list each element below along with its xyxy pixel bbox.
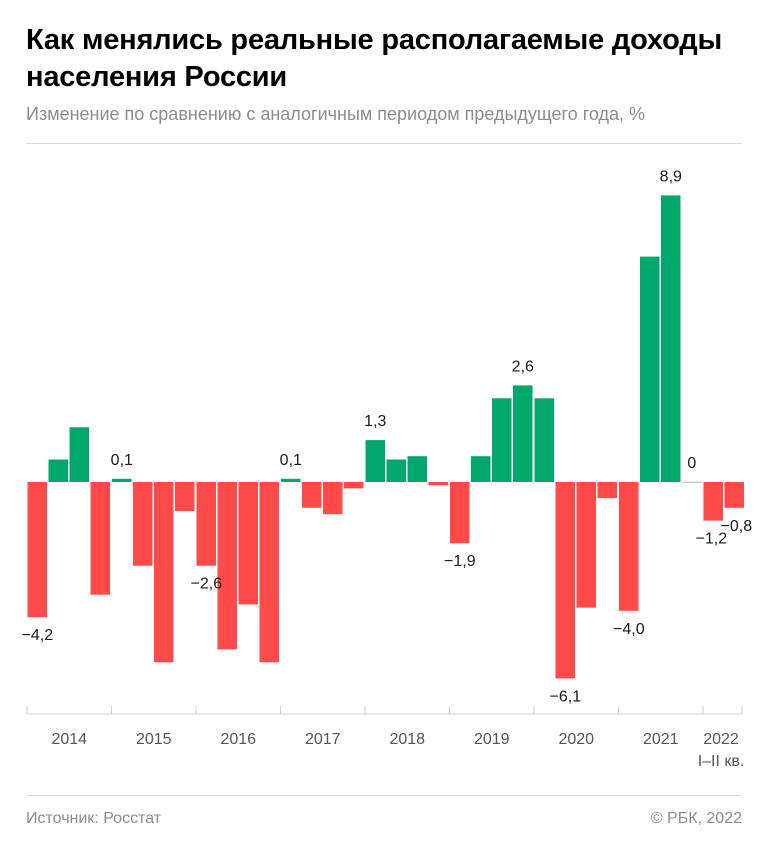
- data-label-2021-4: 0: [687, 455, 696, 472]
- year-label-2016: 2016: [220, 731, 256, 748]
- data-label-2019-1: −1,9: [444, 553, 476, 570]
- year-label-2019: 2019: [474, 731, 510, 748]
- bar-2018-4: [428, 482, 448, 486]
- bar-2014-4: [90, 482, 110, 595]
- bar-2020-3: [576, 482, 596, 608]
- bar-2022-1: [703, 482, 723, 521]
- bar-2020-1: [534, 398, 554, 482]
- year-label-2022: 2022: [703, 731, 739, 748]
- data-label-2021-1: −4,0: [613, 621, 645, 638]
- bar-2022-2: [724, 482, 744, 508]
- bar-2021-1: [619, 482, 639, 611]
- year-label-2018: 2018: [389, 731, 425, 748]
- bar-2016-2: [217, 482, 237, 650]
- bar-2019-2: [471, 456, 491, 482]
- chart-subtitle: Изменение по сравнению с аналогичным пер…: [26, 104, 646, 124]
- data-label-2022-1: −1,2: [696, 531, 728, 548]
- copyright-note: © РБК, 2022: [650, 810, 742, 827]
- year-label-2017: 2017: [305, 731, 341, 748]
- data-label-2016-1: −2,6: [191, 576, 223, 593]
- bar-2014-1: [27, 482, 47, 618]
- data-label-2020-2: −6,1: [550, 688, 582, 705]
- data-label-2017-1: 0,1: [280, 452, 302, 469]
- chart-title: Как менялись реальные располагаемые дохо…: [26, 24, 723, 93]
- year-label-2020: 2020: [558, 731, 594, 748]
- bar-2017-4: [344, 482, 364, 489]
- bar-2014-3: [69, 427, 89, 482]
- bar-2018-1: [365, 440, 385, 482]
- bar-2016-3: [238, 482, 258, 605]
- bar-2017-2: [302, 482, 322, 508]
- data-label-2019-4: 2,6: [512, 358, 534, 375]
- year-label-2014: 2014: [51, 731, 87, 748]
- bar-2014-2: [48, 459, 68, 482]
- bar-2020-4: [597, 482, 617, 499]
- bar-2016-1: [196, 482, 216, 566]
- bar-2017-1: [281, 478, 301, 482]
- bar-2021-3: [661, 195, 681, 482]
- bar-2019-3: [492, 398, 512, 482]
- data-label-2021-3: 8,9: [660, 168, 682, 185]
- source-note: Источник: Росстат: [26, 810, 162, 827]
- bar-2019-1: [450, 482, 470, 544]
- bar-2019-4: [513, 385, 533, 482]
- year-label-2021: 2021: [643, 731, 679, 748]
- year-sublabel-2022: I–II кв.: [698, 753, 745, 770]
- bar-2017-3: [323, 482, 343, 515]
- bottom-divider: [26, 795, 742, 796]
- bar-2020-2: [555, 482, 575, 679]
- data-label-2014-1: −4,2: [22, 627, 54, 644]
- bar-2015-4: [175, 482, 195, 511]
- bar-2021-4: [682, 481, 702, 483]
- bar-2015-2: [133, 482, 153, 566]
- data-label-2018-1: 1,3: [364, 413, 386, 430]
- bar-2016-4: [259, 482, 279, 663]
- year-label-2015: 2015: [136, 731, 172, 748]
- data-label-2022-2: −0,8: [721, 518, 753, 535]
- top-divider: [26, 143, 742, 144]
- bar-2015-1: [112, 478, 132, 482]
- bar-2018-2: [386, 459, 406, 482]
- data-label-2015-1: 0,1: [111, 452, 133, 469]
- bar-2021-2: [640, 256, 660, 482]
- bar-2018-3: [407, 456, 427, 482]
- bar-2015-3: [154, 482, 174, 663]
